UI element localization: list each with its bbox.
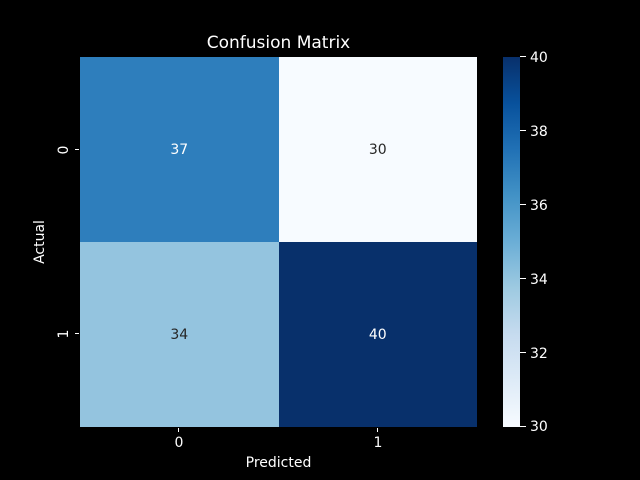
colorbar-tick-mark-0 <box>520 56 526 58</box>
heatmap-cell-r0c0: 37 <box>80 57 279 242</box>
colorbar-tick-label-2: 36 <box>530 198 548 214</box>
colorbar-tick-mark-3 <box>520 278 526 280</box>
y-axis-label: Actual <box>32 220 48 264</box>
y-tick-mark-0 <box>75 149 79 151</box>
y-tick-label-1: 1 <box>56 329 72 339</box>
chart-title: Confusion Matrix <box>206 33 351 53</box>
y-tick-label-0: 0 <box>56 145 72 155</box>
heatmap-cell-r1c1: 40 <box>278 242 477 427</box>
x-tick-label-1: 1 <box>373 435 383 451</box>
colorbar-tick-label-1: 38 <box>530 124 548 140</box>
colorbar-tick-mark-4 <box>520 352 526 354</box>
heatmap-grid: 37 30 34 40 <box>80 57 477 427</box>
colorbar-tick-mark-2 <box>520 204 526 206</box>
colorbar-tick-label-3: 34 <box>530 272 548 288</box>
colorbar-tick-label-0: 40 <box>530 50 548 66</box>
colorbar-tick-mark-5 <box>520 426 526 428</box>
x-tick-label-0: 0 <box>174 435 184 451</box>
colorbar-tick-mark-1 <box>520 130 526 132</box>
x-tick-mark-1 <box>377 428 379 432</box>
x-axis-label: Predicted <box>245 455 312 471</box>
x-tick-mark-0 <box>178 428 180 432</box>
heatmap-cell-r0c1: 30 <box>278 57 477 242</box>
y-tick-mark-1 <box>75 333 79 335</box>
colorbar-tick-label-5: 30 <box>530 419 548 435</box>
heatmap-cell-r1c0: 34 <box>80 242 279 427</box>
colorbar-tick-label-4: 32 <box>530 346 548 362</box>
colorbar-gradient <box>503 57 520 427</box>
